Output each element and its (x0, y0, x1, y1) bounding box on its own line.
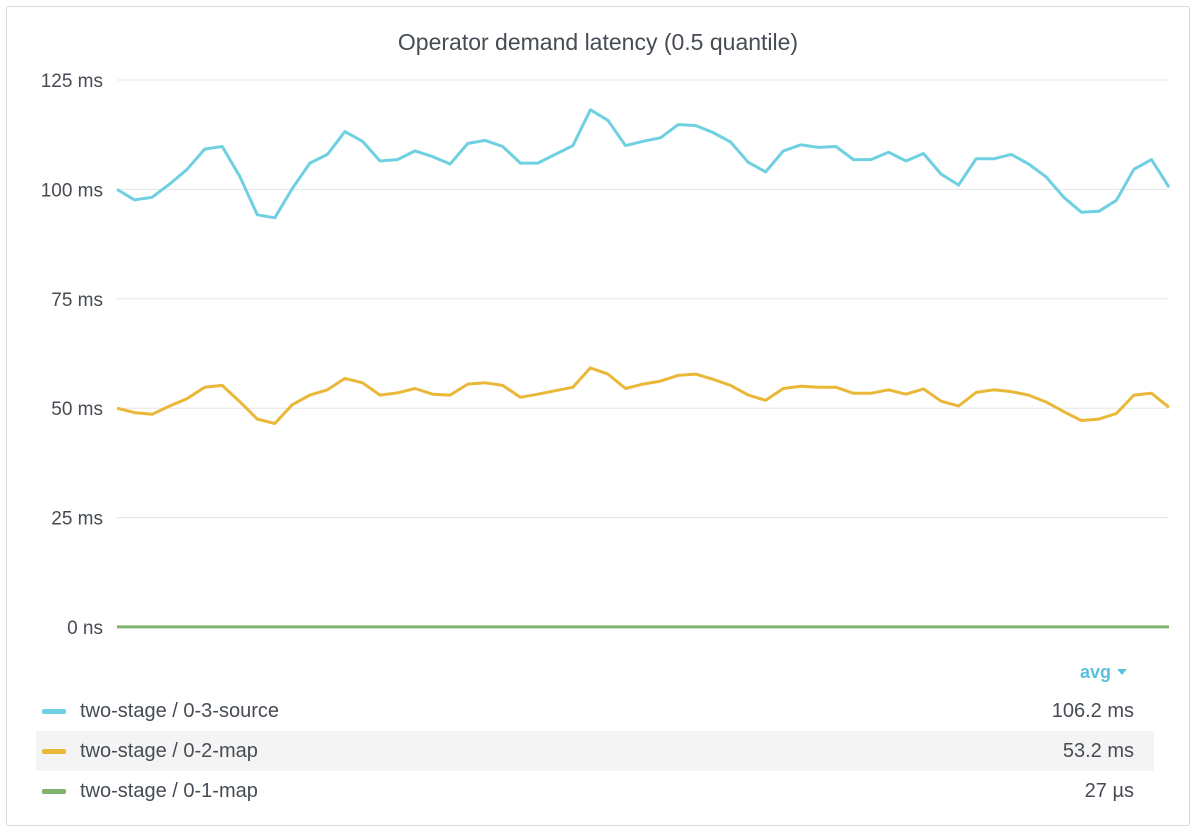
legend-series-avg: 106.2 ms (1051, 699, 1134, 722)
legend-series-name[interactable]: two-stage / 0-1-map (80, 779, 258, 802)
legend-series-avg: 27 µs (1084, 779, 1134, 802)
series-color-swatch[interactable] (42, 708, 66, 714)
legend-sort-label: avg (1080, 662, 1112, 682)
legend-series-name[interactable]: two-stage / 0-2-map (80, 739, 258, 762)
legend-sort-avg-button[interactable]: avg (1080, 662, 1128, 683)
legend-item[interactable]: two-stage / 0-3-source 106.2 ms (36, 691, 1154, 731)
series-line-two-stage-0-3-source[interactable] (116, 108, 1171, 220)
y-tick-label: 75 ms (51, 290, 103, 311)
legend-series-name[interactable]: two-stage / 0-3-source (80, 699, 279, 722)
graph-panel: Operator demand latency (0.5 quantile) (6, 6, 1190, 826)
series-line-two-stage-0-2-map[interactable] (116, 366, 1170, 425)
series-color-swatch[interactable] (42, 748, 66, 754)
panel-title: Operator demand latency (0.5 quantile) (397, 29, 799, 55)
y-tick-label: 0 ns (67, 618, 103, 639)
legend-item[interactable]: two-stage / 0-2-map 53.2 ms (36, 731, 1154, 771)
caret-down-icon (1117, 669, 1128, 675)
series-color-swatch[interactable] (42, 788, 66, 794)
latency-chart: 0 ns 25 ms 50 ms 75 ms 100 ms 125 ms (41, 71, 1171, 639)
y-tick-label: 125 ms (41, 71, 103, 92)
y-tick-label: 50 ms (51, 399, 103, 420)
legend-series-avg: 53.2 ms (1062, 739, 1134, 762)
legend-item[interactable]: two-stage / 0-1-map 27 µs (36, 771, 1154, 811)
y-tick-label: 100 ms (41, 180, 103, 201)
y-tick-label: 25 ms (51, 509, 103, 530)
